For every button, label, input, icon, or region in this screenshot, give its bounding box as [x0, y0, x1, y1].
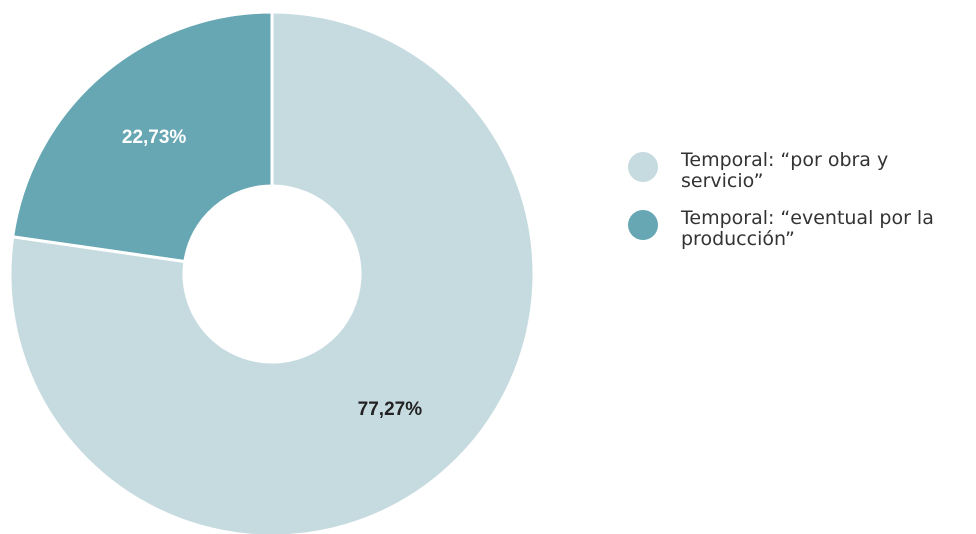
legend-item-por-obra: Temporal: “por obra y servicio” — [628, 150, 968, 192]
donut-chart: 77,27% 22,73% — [8, 10, 536, 534]
slice-value-label-1: 22,73% — [122, 127, 187, 148]
donut-chart-svg: 77,27% 22,73% — [8, 10, 536, 534]
legend-label-por-obra: Temporal: “por obra y servicio” — [681, 149, 889, 192]
legend: Temporal: “por obra y servicio” Temporal… — [628, 150, 968, 266]
legend-swatch-eventual — [628, 210, 658, 240]
legend-label-eventual: Temporal: “eventual por la producción” — [681, 207, 934, 250]
legend-swatch-por-obra — [628, 152, 658, 182]
slice-value-label-0: 77,27% — [358, 399, 423, 420]
slice-labels-group: 77,27% 22,73% — [122, 127, 422, 420]
donut-slice-0 — [8, 10, 536, 534]
slices-group — [8, 10, 536, 534]
donut-slice-1 — [10, 10, 274, 264]
legend-item-eventual: Temporal: “eventual por la producción” — [628, 208, 968, 250]
